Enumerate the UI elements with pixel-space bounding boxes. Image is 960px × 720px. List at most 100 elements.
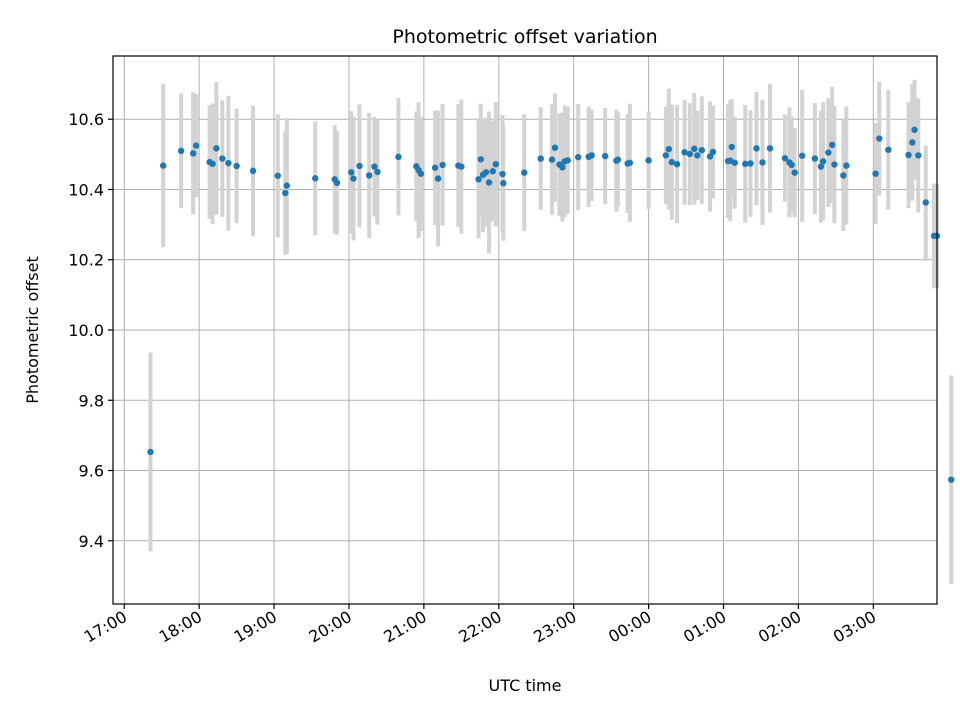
data-point-65 xyxy=(691,145,698,152)
data-point-50 xyxy=(574,153,582,161)
data-point-57 xyxy=(626,159,634,166)
data-point-81 xyxy=(788,161,795,169)
data-point-9 xyxy=(225,159,232,167)
data-point-82 xyxy=(791,169,798,176)
data-point-22 xyxy=(371,163,378,170)
y-tick-label-2: 9.8 xyxy=(79,391,104,410)
data-point-60 xyxy=(665,145,673,153)
data-point-34 xyxy=(477,156,485,163)
y-tick-label-0: 9.4 xyxy=(79,532,104,551)
data-point-53 xyxy=(601,152,609,160)
data-points xyxy=(147,126,955,483)
data-point-63 xyxy=(681,149,688,156)
data-point-76 xyxy=(753,145,760,152)
data-point-84 xyxy=(811,155,819,162)
data-point-14 xyxy=(283,182,290,189)
data-point-37 xyxy=(485,179,493,186)
y-tick-label-1: 9.6 xyxy=(79,462,104,481)
data-point-1 xyxy=(159,162,167,169)
data-point-11 xyxy=(249,167,257,175)
data-point-52 xyxy=(588,152,595,159)
data-point-92 xyxy=(872,170,879,177)
data-point-83 xyxy=(798,152,806,159)
data-point-99 xyxy=(922,199,929,206)
data-point-18 xyxy=(348,169,355,176)
data-point-12 xyxy=(274,172,281,179)
data-point-40 xyxy=(499,170,506,178)
y-tick-label-6: 10.6 xyxy=(68,110,104,129)
data-point-38 xyxy=(489,168,496,175)
data-point-36 xyxy=(482,169,490,176)
data-point-28 xyxy=(431,164,439,171)
data-point-6 xyxy=(209,160,216,168)
data-point-7 xyxy=(213,145,220,152)
data-point-55 xyxy=(614,156,622,163)
y-tick-label-5: 10.4 xyxy=(68,180,104,199)
data-point-44 xyxy=(548,156,556,163)
data-point-39 xyxy=(492,160,499,168)
data-point-95 xyxy=(905,151,912,159)
data-point-73 xyxy=(731,159,738,166)
data-point-69 xyxy=(709,148,717,156)
data-point-19 xyxy=(350,175,357,182)
data-point-4 xyxy=(192,142,200,149)
data-point-75 xyxy=(747,160,754,167)
data-point-72 xyxy=(728,143,735,151)
data-point-85 xyxy=(817,163,825,170)
chart-title: Photometric offset variation xyxy=(392,26,657,48)
data-point-58 xyxy=(645,157,652,164)
data-point-96 xyxy=(909,139,916,146)
data-point-77 xyxy=(759,159,766,166)
data-point-13 xyxy=(282,189,289,197)
data-point-23 xyxy=(374,168,381,176)
data-point-79 xyxy=(781,155,789,162)
data-point-97 xyxy=(911,126,918,133)
data-point-29 xyxy=(434,175,442,182)
data-point-8 xyxy=(219,155,226,162)
data-point-0 xyxy=(147,448,154,456)
data-point-33 xyxy=(475,176,482,183)
data-point-20 xyxy=(356,162,363,170)
data-point-64 xyxy=(686,150,693,158)
data-point-62 xyxy=(673,160,681,168)
data-point-90 xyxy=(840,172,847,179)
data-point-102 xyxy=(948,476,955,483)
data-point-10 xyxy=(233,162,240,170)
y-tick-label-3: 10.0 xyxy=(68,321,104,340)
data-point-87 xyxy=(825,149,832,156)
y-axis-ticks: 9.4 9.6 9.8 10.0 10.2 10.4 10.6 xyxy=(68,110,113,551)
data-point-45 xyxy=(551,144,559,151)
data-point-42 xyxy=(521,169,528,176)
data-point-88 xyxy=(828,141,836,149)
data-point-61 xyxy=(668,158,676,166)
data-point-78 xyxy=(766,145,774,152)
data-point-3 xyxy=(189,150,197,157)
data-point-89 xyxy=(831,161,838,168)
x-axis-title: UTC time xyxy=(489,676,562,695)
data-point-24 xyxy=(395,153,402,161)
data-point-66 xyxy=(694,152,701,159)
y-axis-title: Photometric offset xyxy=(23,256,42,404)
data-point-98 xyxy=(915,152,922,159)
y-tick-label-4: 10.2 xyxy=(68,251,104,270)
data-point-41 xyxy=(500,179,507,187)
data-point-2 xyxy=(177,147,185,155)
data-point-74 xyxy=(742,160,749,168)
data-point-49 xyxy=(564,157,571,164)
data-point-15 xyxy=(312,175,319,182)
data-point-91 xyxy=(843,162,850,169)
data-point-32 xyxy=(458,163,465,170)
data-point-27 xyxy=(417,170,425,177)
data-point-93 xyxy=(876,135,883,142)
data-point-68 xyxy=(706,153,714,160)
data-point-94 xyxy=(885,146,892,153)
data-point-43 xyxy=(537,155,544,162)
data-point-21 xyxy=(365,172,373,179)
data-point-30 xyxy=(439,161,446,169)
data-point-59 xyxy=(662,152,670,159)
data-point-47 xyxy=(559,164,566,171)
data-point-86 xyxy=(819,158,827,165)
data-point-67 xyxy=(698,146,705,154)
data-point-17 xyxy=(333,179,341,187)
